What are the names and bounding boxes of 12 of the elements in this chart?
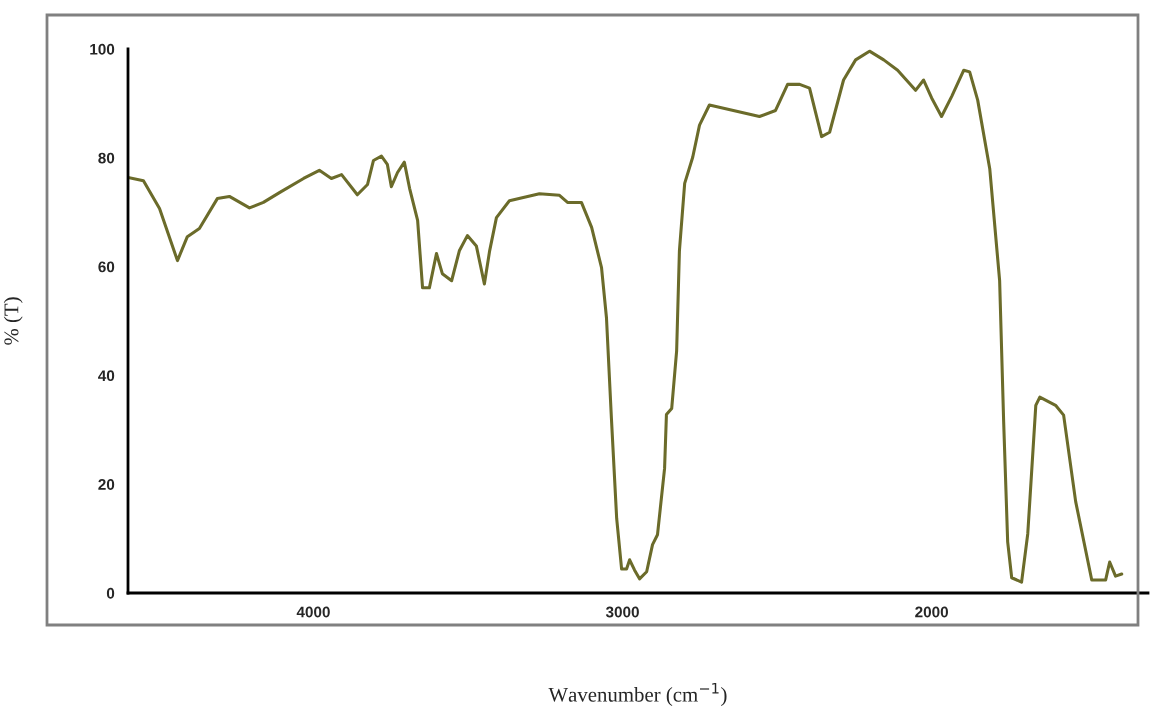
- y-axis-title: % (T): [3, 297, 23, 345]
- y-tick-label: 100: [90, 43, 115, 55]
- y-tick-label: 20: [98, 479, 115, 490]
- y-tick-label: 60: [98, 261, 115, 273]
- x-axis-title: Wavenumber (cm$^{−1}$): [548, 682, 727, 706]
- y-tick-label: 80: [98, 152, 115, 164]
- line-series: [128, 49, 1124, 584]
- x-tick-label: 4000: [296, 606, 330, 618]
- y-tick-label: 0: [106, 587, 115, 599]
- x-tick-label: 2000: [915, 606, 949, 618]
- y-tick-label: 40: [98, 370, 115, 382]
- x-tick-label: 3000: [605, 606, 639, 618]
